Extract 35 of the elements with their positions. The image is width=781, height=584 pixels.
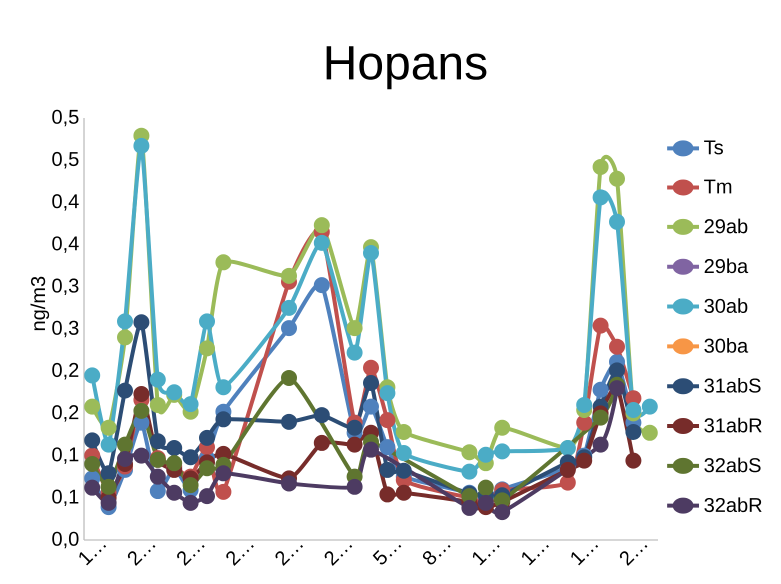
x-tick-label: 2… (128, 545, 156, 566)
x-tick-label: 2… (275, 545, 304, 566)
y-axis-title: ng/m3 (30, 276, 50, 330)
legend-label: 31abR (704, 418, 762, 432)
x-tick-label: 2… (226, 545, 254, 566)
chart-title: Hopans (326, 46, 486, 90)
x-tick-label: 8… (422, 544, 451, 564)
y-tick-label: 0,4 (52, 194, 79, 211)
y-tick-label: 0,4 (52, 236, 79, 253)
x-tick-label: 2… (177, 545, 205, 566)
legend-label: 30ba (704, 338, 748, 353)
x-tick-label: 1… (571, 544, 598, 566)
legend-label: 32abR (704, 497, 762, 512)
y-tick-label: 0,5 (52, 110, 78, 126)
x-tick-label: 1… (79, 544, 106, 566)
y-tick-label: 0,3 (52, 320, 78, 338)
legend-label: Tm (704, 180, 732, 194)
legend-label: 32abS (704, 458, 761, 472)
y-tick-label: 0,5 (52, 152, 78, 168)
x-tick-label: 2… (620, 545, 648, 566)
y-tick-label: 0,2 (52, 362, 78, 380)
y-tick-label: 0,3 (52, 278, 78, 296)
y-tick-label: 0,2 (52, 405, 78, 422)
legend-label: 30ab (704, 298, 748, 313)
y-tick-label: 0,0 (52, 532, 79, 548)
x-tick-label: 2… (324, 545, 352, 566)
legend-label: Ts (704, 140, 723, 154)
legend-label: 31abS (704, 378, 761, 393)
y-tick-label: 0,1 (52, 447, 78, 464)
y-tick-label: 0,1 (52, 490, 78, 506)
x-tick-label: 1… (472, 544, 500, 566)
x-tick-label: 1… (522, 544, 549, 566)
legend-label: 29ba (704, 258, 748, 274)
legend-label: 29ab (704, 218, 748, 234)
x-tick-label: 5… (372, 544, 402, 564)
